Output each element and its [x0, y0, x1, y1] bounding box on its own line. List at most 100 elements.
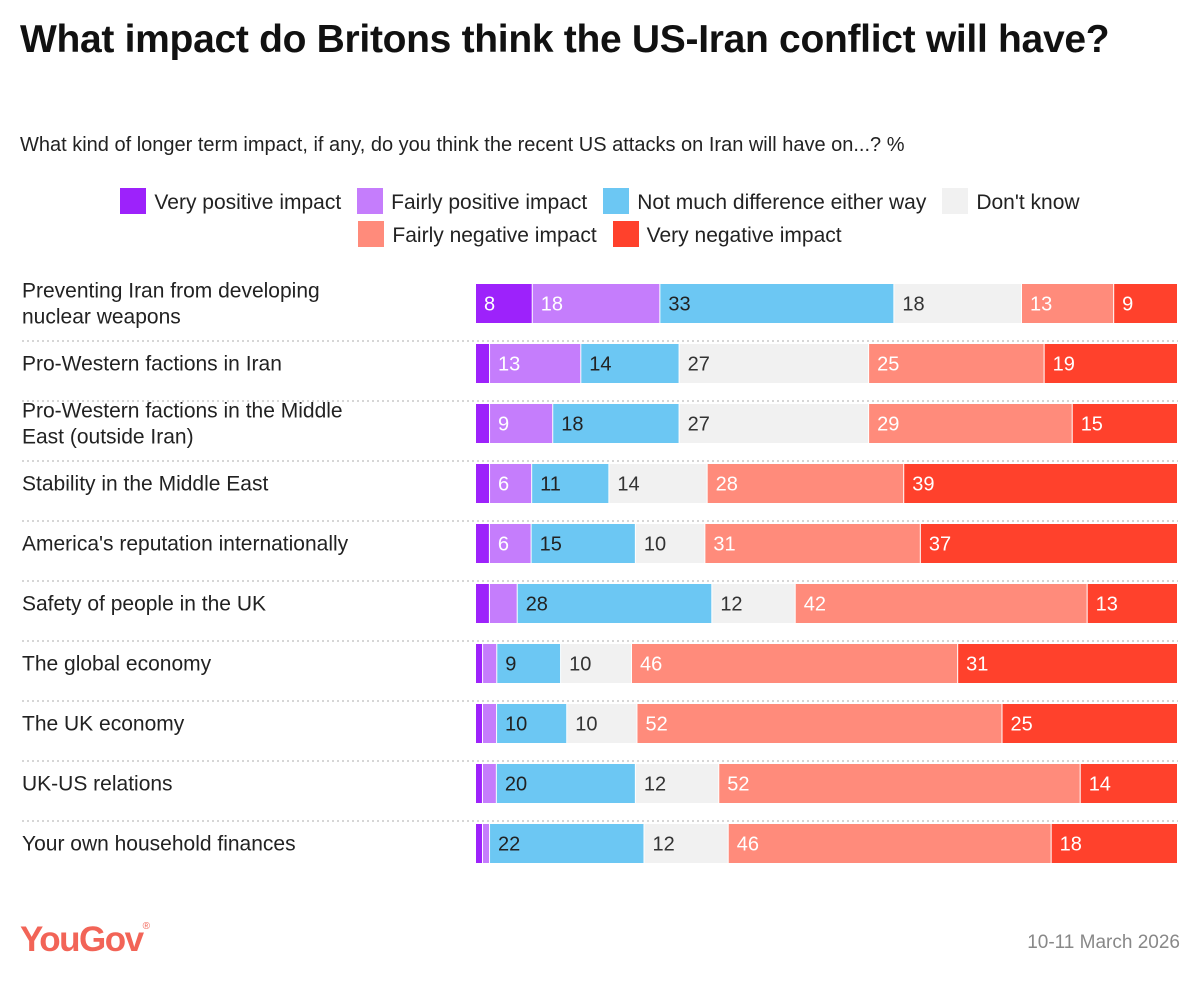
data-label: 6 — [498, 474, 509, 496]
data-label: 13 — [498, 354, 520, 376]
bar-segment — [497, 704, 567, 743]
category-label: The global economy — [22, 653, 212, 676]
data-label: 10 — [505, 714, 527, 736]
bar-segment — [660, 284, 894, 323]
bar-segment — [476, 584, 489, 623]
fieldwork-date: 10-11 March 2026 — [1027, 932, 1180, 953]
bar-segment — [476, 344, 490, 383]
bar-segment — [635, 524, 705, 563]
data-label: 28 — [716, 474, 738, 496]
bar-segment — [644, 824, 728, 863]
bar-segment — [496, 764, 635, 803]
bar-segment — [920, 524, 1177, 563]
data-label: 13 — [1096, 594, 1118, 616]
bar-segment — [476, 284, 532, 323]
data-label: 28 — [526, 594, 548, 616]
data-label: 31 — [713, 534, 735, 556]
legend-swatch — [603, 188, 630, 214]
bar-segment — [637, 704, 1002, 743]
bar-segment — [1002, 704, 1177, 743]
bar-segment — [497, 644, 561, 683]
data-label: 46 — [640, 654, 662, 676]
data-label: 10 — [569, 654, 591, 676]
bar-segment — [869, 344, 1044, 383]
legend-item: Not much difference either way — [603, 186, 926, 219]
legend-item: Fairly positive impact — [357, 186, 587, 219]
bar-segment — [567, 704, 637, 743]
data-label: 9 — [498, 414, 509, 436]
data-label: 22 — [498, 834, 520, 856]
bar-segment — [1044, 344, 1177, 383]
legend-label: Very negative impact — [646, 224, 842, 247]
data-label: 18 — [541, 294, 563, 316]
legend-label: Very positive impact — [154, 191, 342, 214]
bar-segment — [707, 464, 904, 503]
bar-segment — [795, 584, 1087, 623]
data-label: 14 — [617, 474, 639, 496]
legend: Very positive impact Fairly positive impa… — [20, 186, 1180, 252]
category-label: Pro-Western factions in Iran — [22, 353, 282, 376]
data-label: 25 — [1011, 714, 1033, 736]
bar-segment — [476, 524, 489, 563]
bar-segment — [632, 644, 958, 683]
data-label: 18 — [902, 294, 924, 316]
data-label: 37 — [929, 534, 951, 556]
bar-segment — [719, 764, 1080, 803]
bar-segment — [531, 524, 635, 563]
legend-swatch — [357, 188, 384, 214]
data-label: 6 — [498, 534, 509, 556]
bar-segment — [705, 524, 920, 563]
category-label: Preventing Iran from developing nuclear w… — [22, 280, 320, 329]
data-label: 10 — [575, 714, 597, 736]
data-label: 39 — [912, 474, 934, 496]
data-label: 9 — [1122, 294, 1133, 316]
bar-segment — [894, 284, 1021, 323]
data-label: 52 — [727, 774, 749, 796]
bar-segment — [517, 584, 712, 623]
data-label: 18 — [561, 414, 583, 436]
bar-segment — [490, 344, 581, 383]
data-label: 12 — [720, 594, 742, 616]
bar-segment — [1051, 824, 1177, 863]
bar-segment — [476, 704, 483, 743]
bar-segment — [532, 464, 609, 503]
data-label: 10 — [644, 534, 666, 556]
bar-segment — [483, 824, 490, 863]
bar-segment — [476, 824, 483, 863]
bar-segment — [483, 644, 497, 683]
data-label: 18 — [1060, 834, 1082, 856]
legend-label: Not much difference either way — [637, 191, 927, 214]
data-label: 46 — [737, 834, 759, 856]
bar-segment — [490, 824, 644, 863]
legend-item: Fairly negative impact — [358, 219, 597, 252]
bar-segment — [728, 824, 1051, 863]
legend-item: Don't know — [942, 186, 1080, 219]
bar-segment — [635, 764, 719, 803]
data-label: 27 — [688, 354, 710, 376]
bar-segment — [476, 644, 483, 683]
bar-segment — [1087, 584, 1177, 623]
data-label: 9 — [505, 654, 516, 676]
data-label: 29 — [877, 414, 899, 436]
category-label: Safety of people in the UK — [22, 593, 266, 616]
chart-subtitle: What kind of longer term impact, if any,… — [20, 134, 905, 156]
category-label: The UK economy — [22, 713, 185, 736]
bar-segment — [904, 464, 1177, 503]
data-label: 8 — [484, 294, 495, 316]
data-label: 27 — [688, 414, 710, 436]
data-label: 33 — [668, 294, 690, 316]
bar-segment — [476, 404, 490, 443]
legend-label: Fairly positive impact — [391, 191, 588, 214]
data-label: 31 — [966, 654, 988, 676]
legend-label: Fairly negative impact — [392, 224, 597, 247]
data-label: 12 — [652, 834, 674, 856]
bar-segment — [679, 404, 869, 443]
data-label: 42 — [804, 594, 826, 616]
legend-item: Very negative impact — [612, 219, 842, 252]
category-label: America's reputation internationally — [22, 533, 349, 556]
data-label: 12 — [644, 774, 666, 796]
logo-text: YouGov — [20, 920, 144, 959]
bar-segment — [869, 404, 1072, 443]
bar-segment — [958, 644, 1177, 683]
